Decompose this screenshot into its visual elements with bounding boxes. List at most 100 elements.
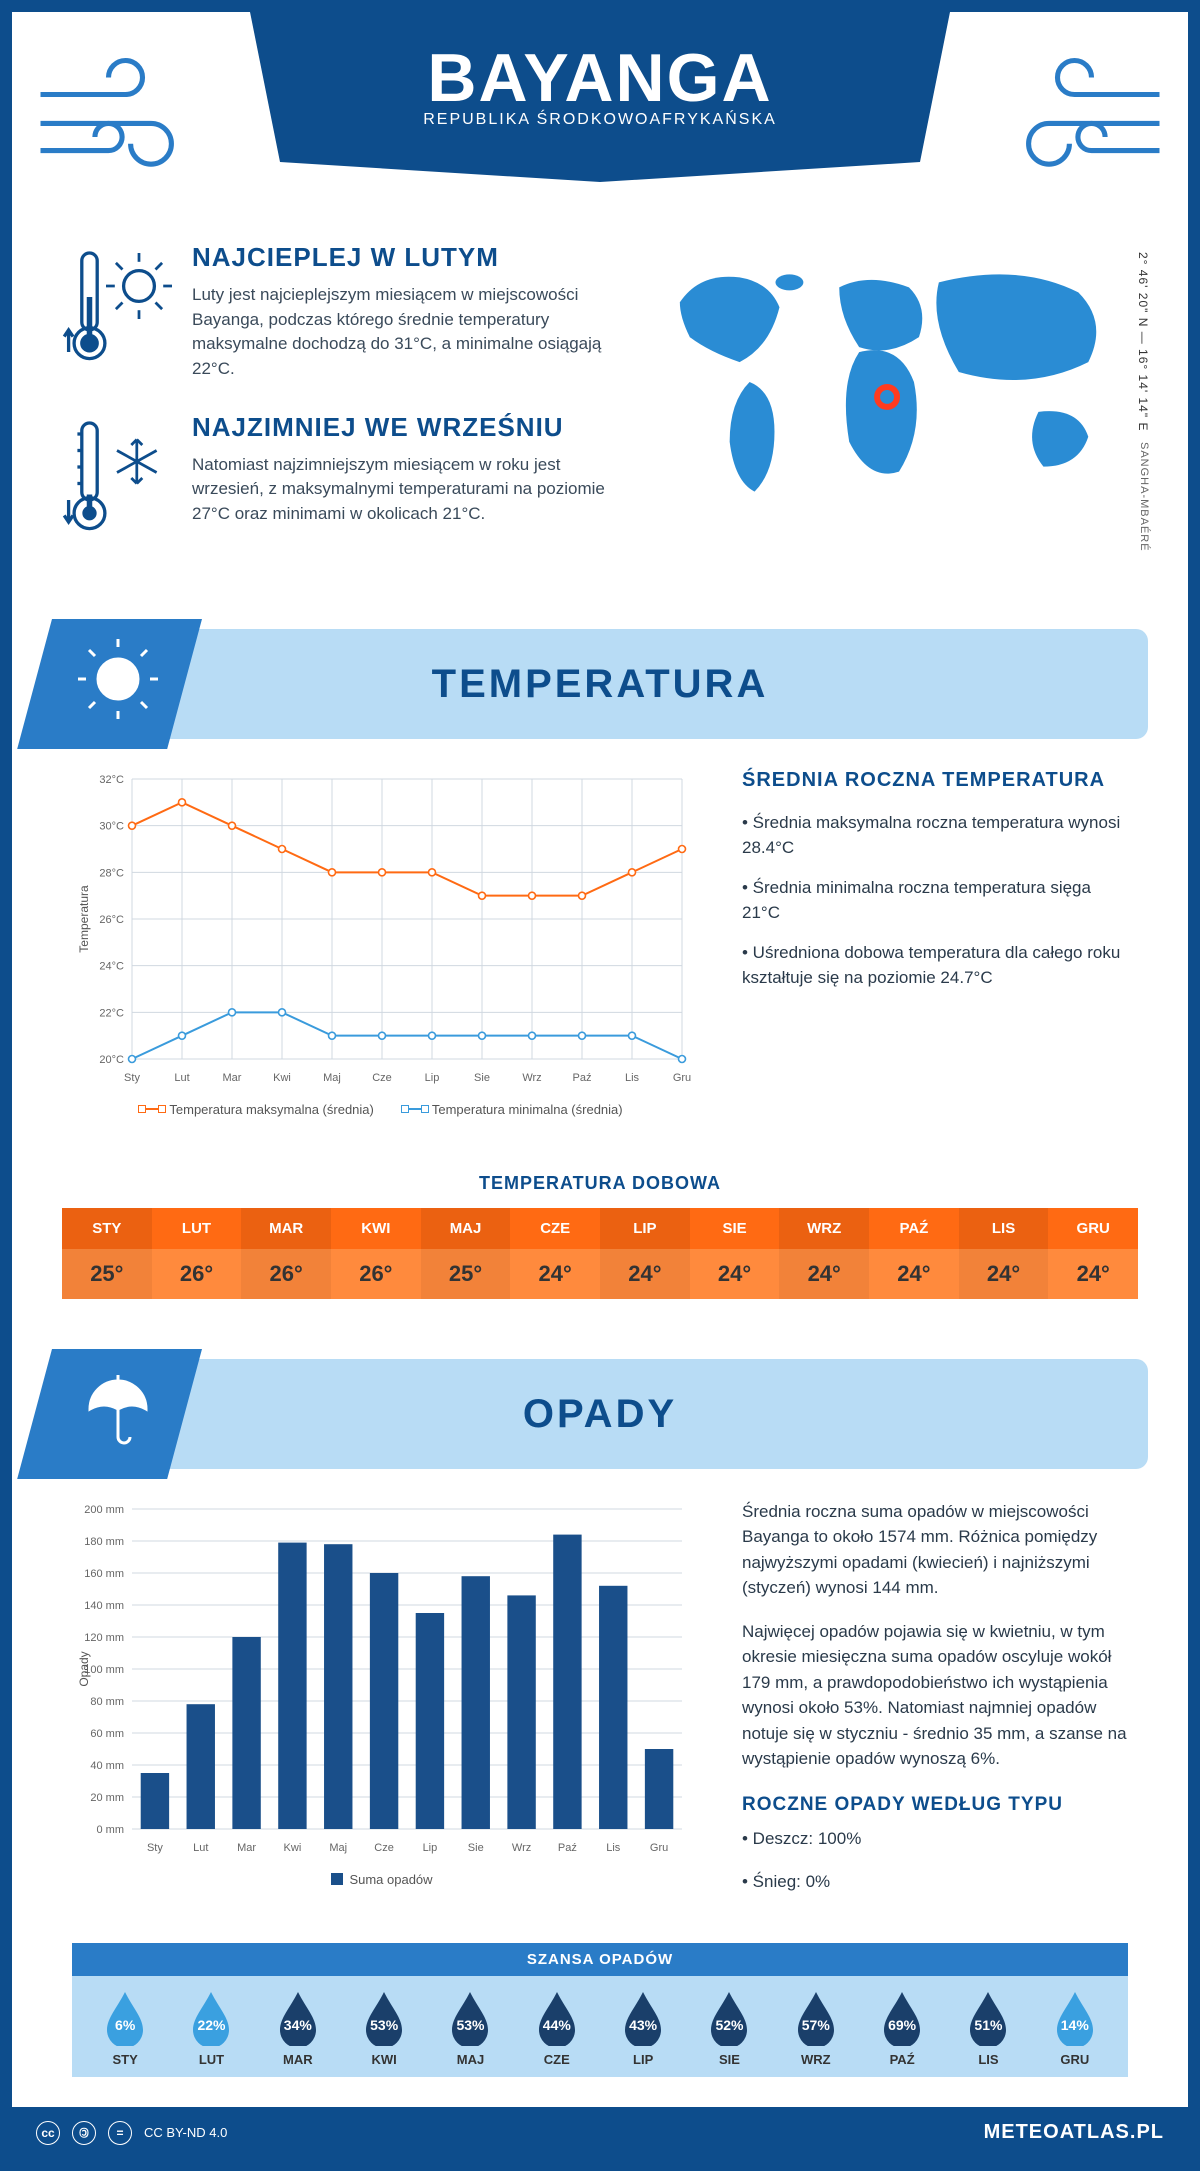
coldest-title: NAJZIMNIEJ WE WRZEŚNIU (192, 412, 610, 443)
chance-item: 14% GRU (1032, 1990, 1118, 2067)
raindrop-icon: 51% (966, 1990, 1010, 2046)
temperature-line-chart: 20°C22°C24°C26°C28°C30°C32°CStyLutMarKwi… (72, 769, 692, 1117)
wind-icon (32, 52, 202, 182)
svg-text:200 mm: 200 mm (84, 1504, 124, 1516)
precip-type-title: ROCZNE OPADY WEDŁUG TYPU (742, 1794, 1128, 1816)
svg-text:60 mm: 60 mm (90, 1728, 124, 1740)
world-map: 2° 46' 20" N — 16° 14' 14" E SANGHA-MBAÉ… (640, 242, 1138, 579)
svg-text:Maj: Maj (323, 1072, 341, 1084)
svg-text:140 mm: 140 mm (84, 1600, 124, 1612)
svg-text:Lut: Lut (174, 1072, 189, 1084)
svg-text:Sty: Sty (124, 1072, 140, 1084)
raindrop-icon: 44% (535, 1990, 579, 2046)
daily-month: GRU (1048, 1208, 1138, 1249)
svg-text:20°C: 20°C (99, 1054, 124, 1066)
region-name: SANGHA-MBAÉRÉ (1138, 442, 1150, 552)
coldest-tile: NAJZIMNIEJ WE WRZEŚNIU Natomiast najzimn… (62, 412, 610, 549)
svg-text:Sie: Sie (468, 1842, 484, 1854)
daily-value: 26° (152, 1249, 242, 1299)
svg-text:Sty: Sty (147, 1842, 163, 1854)
chance-item: 52% SIE (686, 1990, 772, 2067)
rain-chance-title: SZANSA OPADÓW (72, 1943, 1128, 1976)
precipitation-title: OPADY (52, 1359, 1148, 1469)
daily-month: MAJ (421, 1208, 511, 1249)
page-title: BAYANGA (220, 39, 980, 117)
daily-value: 24° (690, 1249, 780, 1299)
daily-value: 24° (1048, 1249, 1138, 1299)
daily-month: MAR (241, 1208, 331, 1249)
temp-summary-item: • Średnia maksymalna roczna temperatura … (742, 810, 1128, 861)
nd-icon: = (108, 2121, 132, 2145)
wind-icon (998, 52, 1168, 182)
coordinates: 2° 46' 20" N — 16° 14' 14" E (1136, 252, 1150, 431)
raindrop-icon: 14% (1053, 1990, 1097, 2046)
daily-month: STY (62, 1208, 152, 1249)
daily-month: LUT (152, 1208, 242, 1249)
svg-text:160 mm: 160 mm (84, 1568, 124, 1580)
temp-summary-title: ŚREDNIA ROCZNA TEMPERATURA (742, 769, 1128, 792)
thermometer-sun-icon (62, 242, 172, 382)
svg-text:22°C: 22°C (99, 1007, 124, 1019)
chance-item: 34% MAR (255, 1990, 341, 2067)
rain-chance-panel: SZANSA OPADÓW 6% STY 22% LUT 34% (72, 1943, 1128, 2077)
daily-month: KWI (331, 1208, 421, 1249)
precip-type-item: • Deszcz: 100% (742, 1826, 1128, 1852)
svg-text:26°C: 26°C (99, 914, 124, 926)
temperature-title: TEMPERATURA (52, 629, 1148, 739)
precip-type-item: • Śnieg: 0% (742, 1869, 1128, 1895)
svg-text:Mar: Mar (223, 1072, 242, 1084)
svg-text:Paź: Paź (558, 1842, 577, 1854)
daily-value: 24° (600, 1249, 690, 1299)
svg-text:180 mm: 180 mm (84, 1536, 124, 1548)
umbrella-icon (78, 1369, 158, 1449)
by-icon: 🄯 (72, 2121, 96, 2145)
daily-temp-title: TEMPERATURA DOBOWA (12, 1173, 1188, 1194)
chance-item: 51% LIS (945, 1990, 1031, 2067)
daily-value: 25° (62, 1249, 152, 1299)
chance-item: 57% WRZ (773, 1990, 859, 2067)
daily-month: SIE (690, 1208, 780, 1249)
daily-value: 24° (869, 1249, 959, 1299)
raindrop-icon: 53% (448, 1990, 492, 2046)
daily-month: LIS (959, 1208, 1049, 1249)
daily-month: CZE (510, 1208, 600, 1249)
chance-item: 44% CZE (514, 1990, 600, 2067)
chance-item: 6% STY (82, 1990, 168, 2067)
cc-icon: cc (36, 2121, 60, 2145)
svg-text:Sie: Sie (474, 1072, 490, 1084)
svg-text:Lis: Lis (625, 1072, 640, 1084)
precipitation-legend: Suma opadów (72, 1872, 692, 1887)
svg-text:32°C: 32°C (99, 774, 124, 786)
daily-value: 25° (421, 1249, 511, 1299)
precipitation-banner: OPADY (52, 1359, 1148, 1469)
daily-value: 26° (331, 1249, 421, 1299)
svg-text:Lut: Lut (193, 1842, 208, 1854)
chance-item: 69% PAŹ (859, 1990, 945, 2067)
coldest-text: Natomiast najzimniejszym miesiącem w rok… (192, 453, 610, 527)
svg-text:Cze: Cze (374, 1842, 394, 1854)
raindrop-icon: 34% (276, 1990, 320, 2046)
svg-text:Lip: Lip (425, 1072, 440, 1084)
hottest-text: Luty jest najcieplejszym miesiącem w mie… (192, 283, 610, 382)
svg-text:Mar: Mar (237, 1842, 256, 1854)
svg-text:Lip: Lip (423, 1842, 438, 1854)
svg-text:Cze: Cze (372, 1072, 392, 1084)
brand: METEOATLAS.PL (984, 2121, 1164, 2144)
precip-text: Średnia roczna suma opadów w miejscowośc… (742, 1499, 1128, 1601)
svg-text:30°C: 30°C (99, 820, 124, 832)
header: BAYANGA REPUBLIKA ŚRODKOWOAFRYKAŃSKA (12, 12, 1188, 232)
precipitation-bar-chart: 0 mm20 mm40 mm60 mm80 mm100 mm120 mm140 … (72, 1499, 692, 1913)
daily-month: WRZ (779, 1208, 869, 1249)
svg-text:20 mm: 20 mm (90, 1792, 124, 1804)
svg-text:80 mm: 80 mm (90, 1696, 124, 1708)
svg-text:0 mm: 0 mm (97, 1824, 125, 1836)
temperature-legend: Temperatura maksymalna (średnia) Tempera… (72, 1102, 692, 1117)
raindrop-icon: 43% (621, 1990, 665, 2046)
license-text: CC BY-ND 4.0 (144, 2125, 227, 2140)
daily-value: 24° (959, 1249, 1049, 1299)
chance-item: 53% KWI (341, 1990, 427, 2067)
svg-text:Paź: Paź (573, 1072, 592, 1084)
svg-text:Wrz: Wrz (512, 1842, 531, 1854)
chance-item: 43% LIP (600, 1990, 686, 2067)
raindrop-icon: 53% (362, 1990, 406, 2046)
